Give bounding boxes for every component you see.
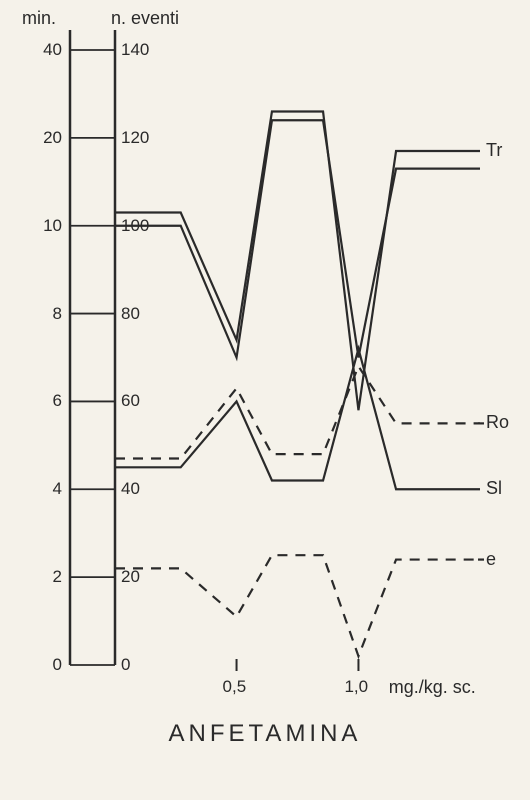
y-axis-left-label: min. bbox=[22, 8, 56, 29]
series-label-sl: Sl bbox=[486, 478, 502, 499]
x-axis-label: mg./kg. sc. bbox=[389, 677, 476, 698]
series-label-e: e bbox=[486, 549, 496, 570]
chart-title: ANFETAMINA bbox=[0, 720, 530, 748]
series-label-ro: Ro bbox=[486, 412, 509, 433]
chart-container: min. n. eventi mg./kg. sc. ANFETAMINA 02… bbox=[0, 0, 530, 800]
y-axis-right-label: n. eventi bbox=[111, 8, 179, 29]
series-label-tr: Tr bbox=[486, 140, 502, 161]
